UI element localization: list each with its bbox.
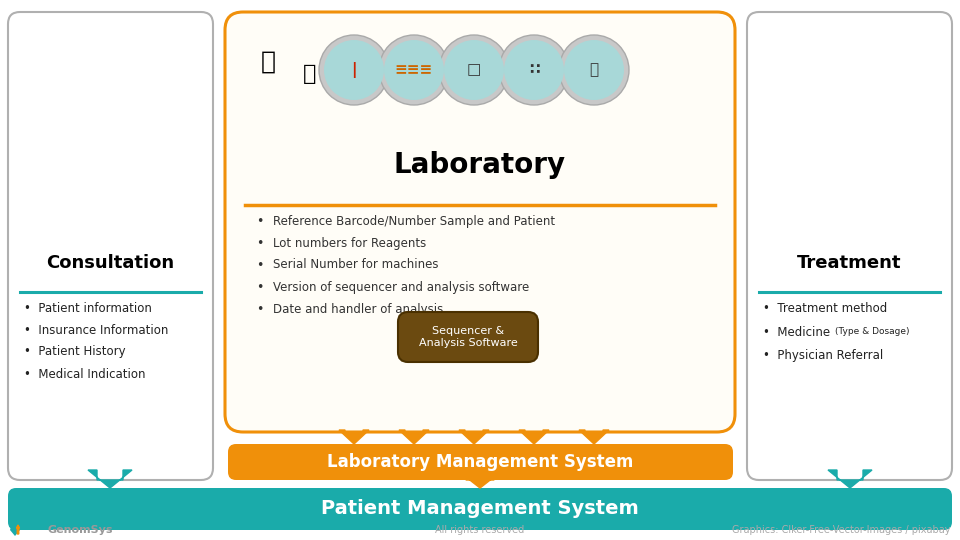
Text: (Type & Dosage): (Type & Dosage)	[835, 327, 909, 336]
FancyBboxPatch shape	[747, 12, 952, 480]
FancyBboxPatch shape	[225, 12, 735, 432]
Text: |: |	[351, 62, 357, 78]
Text: •: •	[256, 237, 264, 249]
Text: •  Physician Referral: • Physician Referral	[763, 349, 883, 362]
Circle shape	[504, 40, 564, 100]
Text: Reference Barcode/Number Sample and Patient: Reference Barcode/Number Sample and Pati…	[273, 214, 555, 227]
Text: Patient Management System: Patient Management System	[322, 500, 638, 518]
Text: •  Medical Indication: • Medical Indication	[24, 368, 146, 381]
Text: •: •	[256, 280, 264, 294]
FancyBboxPatch shape	[8, 12, 213, 480]
Text: •: •	[256, 214, 264, 227]
Text: •  Treatment method: • Treatment method	[763, 301, 887, 314]
Text: •  Insurance Information: • Insurance Information	[24, 323, 168, 336]
FancyArrow shape	[579, 430, 609, 444]
Text: •  Medicine: • Medicine	[763, 326, 834, 339]
Circle shape	[384, 40, 444, 100]
Text: Lot numbers for Reagents: Lot numbers for Reagents	[273, 237, 426, 249]
Text: •  Patient History: • Patient History	[24, 346, 126, 359]
Text: Consultation: Consultation	[46, 254, 175, 272]
Text: Laboratory: Laboratory	[394, 151, 566, 179]
Text: Serial Number for machines: Serial Number for machines	[273, 259, 439, 272]
Bar	[514, 12, 554, 432]
Text: 🧪: 🧪	[303, 64, 317, 84]
Text: •  Patient information: • Patient information	[24, 301, 152, 314]
FancyArrow shape	[16, 525, 19, 534]
Text: Sequencer &
Analysis Software: Sequencer & Analysis Software	[419, 326, 517, 348]
Circle shape	[499, 35, 569, 105]
Text: ∷: ∷	[529, 63, 540, 78]
Circle shape	[324, 40, 384, 100]
PathPatch shape	[10, 524, 20, 536]
FancyArrow shape	[828, 470, 872, 488]
Text: ⎕: ⎕	[589, 63, 599, 78]
Text: Graphics: Clker-Free-Vector-Images / pixabay: Graphics: Clker-Free-Vector-Images / pix…	[732, 525, 950, 535]
Circle shape	[319, 35, 389, 105]
Circle shape	[564, 40, 624, 100]
Text: Treatment: Treatment	[797, 254, 901, 272]
Text: 🔬: 🔬	[260, 50, 276, 74]
Text: Version of sequencer and analysis software: Version of sequencer and analysis softwa…	[273, 280, 529, 294]
Circle shape	[559, 35, 629, 105]
Text: Laboratory Management System: Laboratory Management System	[327, 453, 634, 471]
FancyArrow shape	[459, 430, 489, 444]
Circle shape	[379, 35, 449, 105]
Circle shape	[439, 35, 509, 105]
FancyArrow shape	[457, 470, 503, 488]
Text: Date and handler of analysis: Date and handler of analysis	[273, 302, 444, 315]
FancyBboxPatch shape	[228, 444, 733, 480]
FancyArrow shape	[339, 430, 369, 444]
FancyBboxPatch shape	[8, 488, 952, 530]
Circle shape	[444, 40, 504, 100]
Text: GenomSys: GenomSys	[48, 525, 113, 535]
Text: All rights reserved: All rights reserved	[436, 525, 524, 535]
Text: •: •	[256, 302, 264, 315]
Bar	[394, 12, 434, 432]
Text: □: □	[467, 63, 481, 78]
FancyArrow shape	[399, 430, 429, 444]
Bar	[334, 12, 374, 432]
Bar	[454, 12, 494, 432]
FancyArrow shape	[88, 470, 132, 488]
Text: •: •	[256, 259, 264, 272]
FancyArrow shape	[519, 430, 549, 444]
Text: ≡≡≡: ≡≡≡	[395, 63, 433, 78]
FancyBboxPatch shape	[398, 312, 538, 362]
Bar	[574, 12, 614, 432]
